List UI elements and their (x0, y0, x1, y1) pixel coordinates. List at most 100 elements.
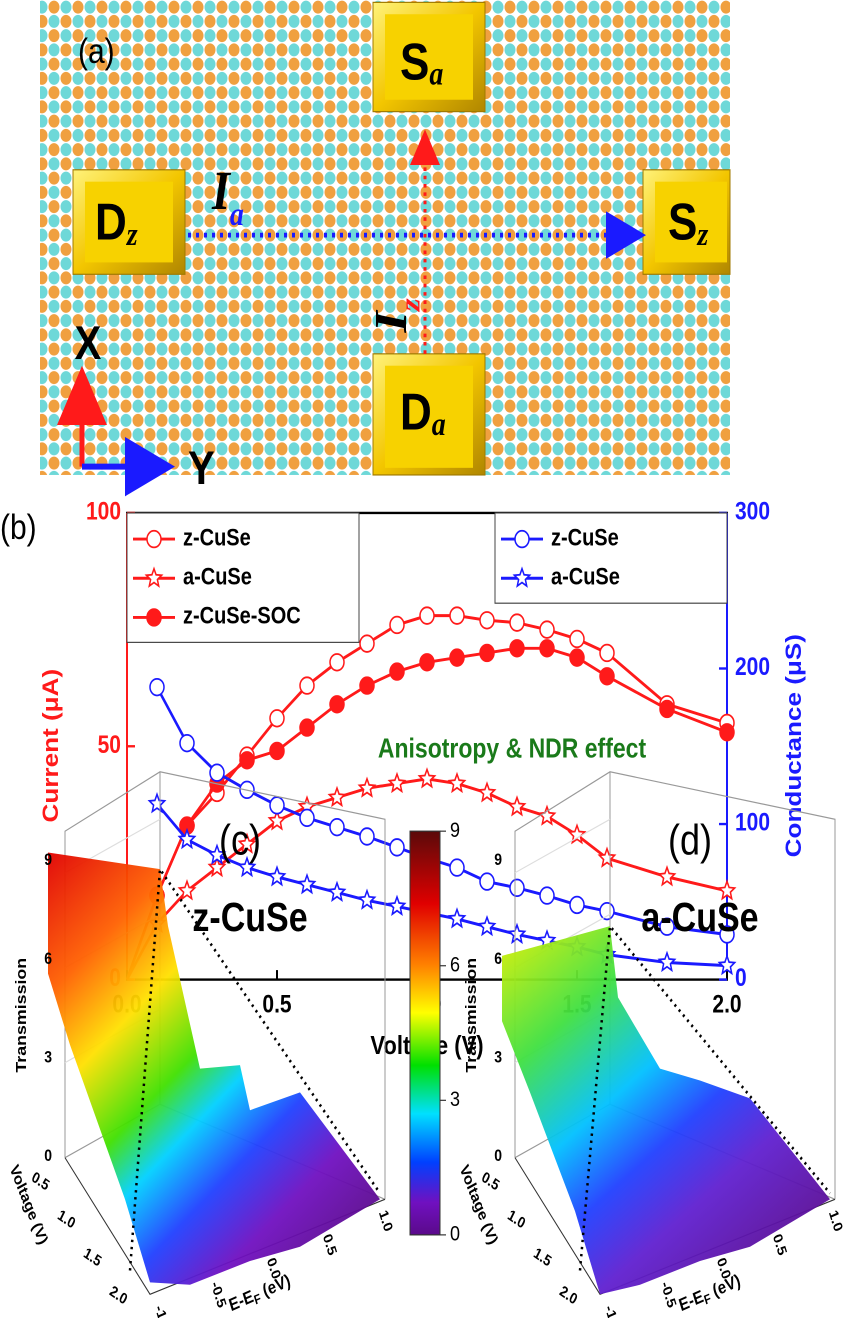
energy-label-part: E-E (677, 1287, 706, 1315)
marker (510, 880, 524, 897)
marker (270, 743, 284, 760)
marker (510, 614, 524, 631)
voltage-tick-label: 1.0 (55, 1207, 78, 1233)
energy-axis-label: E-EF (eV) (227, 1271, 294, 1318)
marker (240, 752, 254, 769)
current-sub: z (395, 298, 426, 312)
marker (360, 635, 374, 652)
marker (330, 696, 344, 713)
marker (359, 891, 374, 908)
voltage-tick-label: 1.5 (81, 1245, 104, 1271)
colorbar-tick-label: 6 (450, 953, 460, 977)
marker (270, 710, 284, 727)
marker (600, 903, 614, 920)
marker (359, 779, 374, 796)
panel-label: (d) (668, 816, 712, 864)
axis-name: Y (188, 442, 215, 495)
page: (a) Sa Dz Sz Da Ia Iz X Y (b) Current (μ… (0, 0, 866, 1318)
electrode-name: D (400, 383, 432, 441)
marker (570, 897, 584, 914)
voltage-tick-label: 2.0 (557, 1283, 580, 1309)
colorbar-tick-label: 0 (450, 1222, 460, 1246)
marker (660, 701, 674, 718)
marker (180, 735, 194, 752)
z-tick-label: 0 (44, 1147, 52, 1165)
z-tick-label: 3 (44, 1048, 52, 1066)
marker (389, 774, 404, 791)
marker (570, 649, 584, 666)
marker (390, 617, 404, 634)
marker (510, 640, 524, 657)
z-axis-label: Transmission (13, 958, 29, 1073)
marker (360, 828, 374, 845)
z-tick-label: 3 (494, 1048, 502, 1066)
marker (509, 925, 524, 942)
z-axis-label: Transmission (463, 958, 479, 1073)
y2-tick-label: 0 (735, 963, 747, 991)
marker (659, 953, 674, 970)
legend-marker (515, 531, 529, 548)
current-name: I (365, 309, 416, 334)
panel-a: (a) Sa Dz Sz Da Ia Iz X Y (40, 0, 730, 495)
x-tick-label: 0.5 (262, 990, 291, 1018)
figure: (a) Sa Dz Sz Da Ia Iz X Y (b) Current (μ… (0, 0, 866, 1318)
axis-name: X (75, 317, 102, 370)
z-tick-label: 9 (494, 851, 502, 869)
marker (389, 897, 404, 914)
legend-marker (147, 531, 161, 548)
z-tick-label: 0 (494, 1147, 502, 1165)
colorbar-tick-label: 9 (450, 818, 460, 842)
legend-marker (147, 609, 161, 626)
y-tick-label: 50 (98, 730, 121, 758)
marker (480, 645, 494, 662)
y2-axis-label: Conductance (μS) (782, 634, 807, 857)
marker (360, 677, 374, 694)
marker (270, 797, 284, 814)
y-axis-label: Current (μA) (39, 669, 64, 823)
marker (420, 607, 434, 624)
y2-tick-label: 200 (735, 652, 770, 680)
marker (450, 859, 464, 876)
y2-tick-label: 300 (735, 497, 770, 525)
energy-tick-label: -1.0 (601, 1303, 622, 1318)
marker (390, 839, 404, 856)
current-name: I (211, 160, 232, 221)
z-tick-label: 9 (44, 851, 52, 869)
y2-tick-label: 100 (735, 808, 770, 836)
electrode-name: S (668, 193, 697, 251)
marker (659, 867, 674, 884)
electrode-name: D (95, 193, 127, 251)
marker (719, 956, 734, 973)
x-tick-label: 2.0 (712, 990, 741, 1018)
z-tick-label: 6 (44, 950, 52, 968)
marker (150, 679, 164, 696)
energy-tick-label: 1.0 (825, 1208, 845, 1234)
voltage-tick-label: 1.5 (531, 1245, 554, 1271)
panel-label: (b) (0, 507, 37, 547)
energy-tick-label: 0.5 (769, 1232, 789, 1258)
marker (600, 668, 614, 685)
marker (450, 607, 464, 624)
marker (479, 783, 494, 800)
marker (540, 640, 554, 657)
current-sub: a (230, 196, 244, 233)
electrode-sub: z (126, 216, 138, 253)
marker (540, 621, 554, 638)
panel-c: (c)z-CuSeTransmission96300.51.01.52.0Vol… (6, 772, 395, 1318)
energy-tick-label: 0.5 (319, 1232, 339, 1258)
energy-label-part: (eV) (707, 1271, 743, 1302)
marker (390, 663, 404, 680)
marker (479, 917, 494, 934)
marker (299, 875, 314, 892)
energy-tick-label: -0.5 (207, 1279, 228, 1310)
y-tick-label: 100 (86, 497, 121, 525)
material-label: a-CuSe (641, 894, 758, 939)
annotation: Anisotropy & NDR effect (378, 734, 647, 764)
marker (449, 909, 464, 926)
voltage-tick-label: 2.0 (107, 1283, 130, 1309)
electrode-name: S (400, 33, 429, 91)
marker (599, 849, 614, 866)
electrode-sub: z (696, 216, 708, 253)
z-tick-label: 6 (494, 950, 502, 968)
energy-tick-label: -1.0 (151, 1303, 172, 1318)
